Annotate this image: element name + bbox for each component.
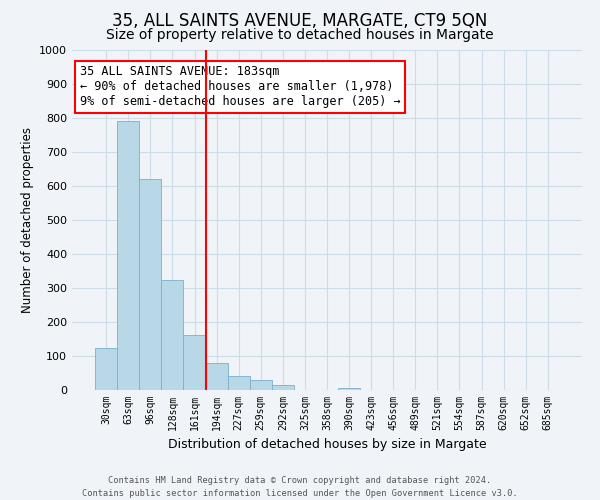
Bar: [250, 380, 272, 390]
Bar: [206, 364, 227, 390]
Bar: [139, 179, 161, 390]
X-axis label: Distribution of detached houses by size in Margate: Distribution of detached houses by size …: [167, 438, 487, 452]
Bar: [95, 348, 117, 390]
Bar: [117, 122, 139, 390]
Y-axis label: Number of detached properties: Number of detached properties: [20, 127, 34, 313]
Text: 35, ALL SAINTS AVENUE, MARGATE, CT9 5QN: 35, ALL SAINTS AVENUE, MARGATE, CT9 5QN: [112, 12, 488, 30]
Text: Contains HM Land Registry data © Crown copyright and database right 2024.
Contai: Contains HM Land Registry data © Crown c…: [82, 476, 518, 498]
Bar: [227, 376, 250, 390]
Bar: [161, 280, 184, 390]
Text: 35 ALL SAINTS AVENUE: 183sqm
← 90% of detached houses are smaller (1,978)
9% of : 35 ALL SAINTS AVENUE: 183sqm ← 90% of de…: [80, 66, 400, 108]
Bar: [184, 335, 206, 390]
Bar: [272, 385, 294, 390]
Bar: [338, 388, 360, 390]
Text: Size of property relative to detached houses in Margate: Size of property relative to detached ho…: [106, 28, 494, 42]
